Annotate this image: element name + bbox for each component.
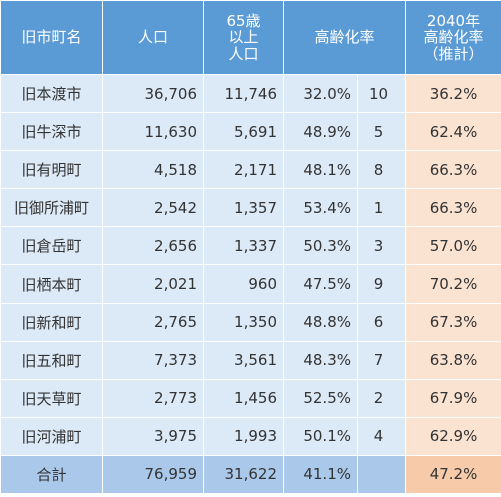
cell-name: 合計: [0, 454, 103, 495]
cell-rank: 4: [356, 416, 407, 456]
table-row: 旧五和町 7,373 3,561 48.3% 7 63.8%: [0, 340, 501, 380]
cell-projected: 67.3%: [405, 302, 501, 342]
cell-projected: 67.9%: [405, 378, 501, 418]
cell-rank: 9: [356, 264, 407, 304]
cell-population: 2,021: [102, 264, 204, 304]
cell-projected: 66.3%: [405, 188, 501, 228]
cell-elderly: 3,561: [203, 340, 284, 380]
cell-elderly: 31,622: [203, 454, 284, 495]
cell-aging-rate: 50.3%: [283, 226, 358, 266]
cell-aging-rate: 48.9%: [283, 112, 358, 152]
cell-projected: 63.8%: [405, 340, 501, 380]
cell-name: 旧牛深市: [0, 112, 103, 152]
cell-name: 旧有明町: [0, 150, 103, 190]
header-aging-rate: 高齢化率: [282, 0, 407, 75]
cell-aging-rate: 47.5%: [283, 264, 358, 304]
cell-elderly: 1,456: [203, 378, 284, 418]
cell-population: 2,773: [102, 378, 204, 418]
cell-aging-rate: 48.3%: [283, 340, 358, 380]
cell-projected: 36.2%: [405, 73, 501, 114]
table-row: 旧御所浦町 2,542 1,357 53.4% 1 66.3%: [0, 188, 501, 228]
cell-population: 36,706: [102, 73, 204, 114]
table-row: 旧栖本町 2,021 960 47.5% 9 70.2%: [0, 264, 501, 304]
header-elderly-line: 人口: [228, 44, 259, 63]
cell-projected: 57.0%: [405, 226, 501, 266]
header-elderly-line: 65歳: [226, 11, 261, 30]
cell-population: 7,373: [102, 340, 204, 380]
cell-aging-rate: 41.1%: [283, 454, 358, 495]
table-row: 旧牛深市 11,630 5,691 48.9% 5 62.4%: [0, 112, 501, 152]
header-name: 旧市町名: [0, 0, 103, 75]
cell-population: 4,518: [102, 150, 204, 190]
cell-elderly: 1,350: [203, 302, 284, 342]
cell-population: 2,765: [102, 302, 204, 342]
table-row: 旧河浦町 3,975 1,993 50.1% 4 62.9%: [0, 416, 501, 456]
cell-elderly: 5,691: [203, 112, 284, 152]
table-header: 旧市町名 人口 65歳 以上 人口 高齢化率 2040年 高齢化率 （推計）: [0, 0, 501, 75]
cell-rank: 1: [356, 188, 407, 228]
cell-rank: [356, 454, 407, 495]
header-row: 旧市町名 人口 65歳 以上 人口 高齢化率 2040年 高齢化率 （推計）: [0, 0, 501, 75]
cell-name: 旧栖本町: [0, 264, 103, 304]
cell-population: 11,630: [102, 112, 204, 152]
header-projected-line: 2040年: [426, 11, 481, 30]
cell-population: 3,975: [102, 416, 204, 456]
table-row: 旧天草町 2,773 1,456 52.5% 2 67.9%: [0, 378, 501, 418]
cell-elderly: 2,171: [203, 150, 284, 190]
cell-population: 2,542: [102, 188, 204, 228]
cell-aging-rate: 32.0%: [283, 73, 358, 114]
cell-projected: 70.2%: [405, 264, 501, 304]
cell-population: 2,656: [102, 226, 204, 266]
cell-name: 旧天草町: [0, 378, 103, 418]
table-row: 旧倉岳町 2,656 1,337 50.3% 3 57.0%: [0, 226, 501, 266]
header-population: 人口: [102, 0, 204, 75]
header-projected: 2040年 高齢化率 （推計）: [405, 0, 501, 75]
cell-aging-rate: 48.1%: [283, 150, 358, 190]
cell-elderly: 960: [203, 264, 284, 304]
cell-name: 旧本渡市: [0, 73, 103, 114]
header-projected-line: （推計）: [423, 44, 484, 63]
total-row: 合計 76,959 31,622 41.1% 47.2%: [0, 454, 501, 495]
cell-aging-rate: 53.4%: [283, 188, 358, 228]
cell-name: 旧倉岳町: [0, 226, 103, 266]
cell-name: 旧新和町: [0, 302, 103, 342]
cell-elderly: 11,746: [203, 73, 284, 114]
cell-rank: 8: [356, 150, 407, 190]
cell-population: 76,959: [102, 454, 204, 495]
header-projected-line: 高齢化率: [423, 28, 484, 47]
table-row: 旧有明町 4,518 2,171 48.1% 8 66.3%: [0, 150, 501, 190]
cell-rank: 7: [356, 340, 407, 380]
cell-rank: 6: [356, 302, 407, 342]
table-row: 旧本渡市 36,706 11,746 32.0% 10 36.2%: [0, 73, 501, 114]
header-elderly: 65歳 以上 人口: [203, 0, 284, 75]
header-elderly-line: 以上: [228, 28, 259, 47]
cell-rank: 5: [356, 112, 407, 152]
cell-projected: 47.2%: [405, 454, 501, 495]
cell-name: 旧河浦町: [0, 416, 103, 456]
cell-rank: 2: [356, 378, 407, 418]
cell-aging-rate: 48.8%: [283, 302, 358, 342]
table-body: 旧本渡市 36,706 11,746 32.0% 10 36.2% 旧牛深市 11,630 5,…: [0, 73, 501, 495]
cell-elderly: 1,993: [203, 416, 284, 456]
table-row: 旧新和町 2,765 1,350 48.8% 6 67.3%: [0, 302, 501, 342]
cell-rank: 3: [356, 226, 407, 266]
cell-name: 旧五和町: [0, 340, 103, 380]
cell-name: 旧御所浦町: [0, 188, 103, 228]
cell-aging-rate: 52.5%: [283, 378, 358, 418]
cell-aging-rate: 50.1%: [283, 416, 358, 456]
cell-projected: 62.4%: [405, 112, 501, 152]
cell-rank: 10: [356, 73, 407, 114]
cell-projected: 66.3%: [405, 150, 501, 190]
cell-elderly: 1,337: [203, 226, 284, 266]
cell-elderly: 1,357: [203, 188, 284, 228]
cell-projected: 62.9%: [405, 416, 501, 456]
